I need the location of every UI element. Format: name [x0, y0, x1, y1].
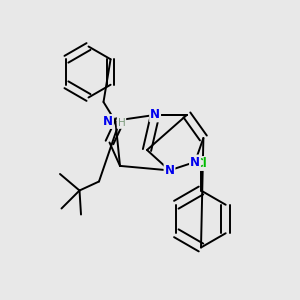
Text: N: N [164, 164, 175, 177]
Text: H: H [118, 118, 125, 128]
Text: N: N [190, 155, 200, 169]
Text: N: N [103, 115, 113, 128]
Text: Cl: Cl [195, 157, 207, 170]
Text: N: N [150, 108, 160, 122]
